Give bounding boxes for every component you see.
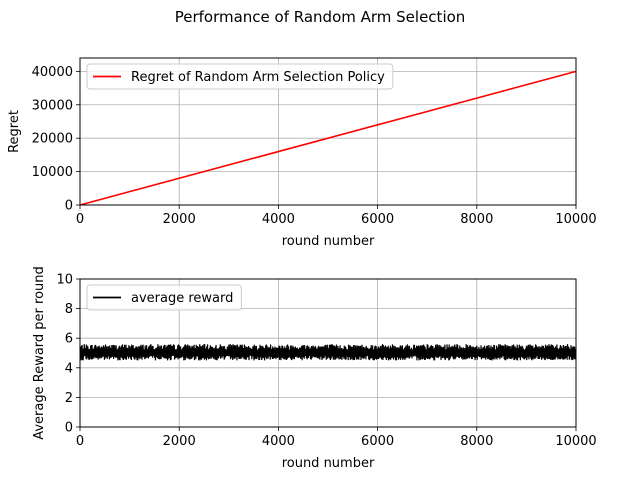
bottom-plot-y-tick-label: 6 — [65, 332, 73, 347]
top-plot-x-axis-label: round number — [282, 234, 375, 249]
bottom-plot-x-tick-label: 2000 — [163, 434, 196, 449]
top-plot-x-ticks: 0 2000 4000 6000 8000 10000 — [76, 205, 597, 227]
top-plot-y-tick-label: 30000 — [32, 98, 73, 113]
top-plot-legend-box — [86, 63, 394, 90]
top-plot-x-tick-label: 8000 — [460, 212, 493, 227]
bottom-plot-x-tick-label: 4000 — [262, 434, 295, 449]
bottom-plot-y-tick-label: 10 — [56, 273, 73, 288]
top-plot-x-tick-label: 2000 — [163, 212, 196, 227]
bottom-plot-frame — [79, 278, 577, 428]
top-plot-x-tick-label: 4000 — [262, 212, 295, 227]
top-plot-y-ticks: 0 10000 20000 30000 40000 — [32, 65, 80, 214]
bottom-plot-y-tick-label: 8 — [65, 302, 73, 317]
bottom-plot-average-reward: 0 2000 4000 6000 8000 10000 0 2 4 6 8 10 round num… — [32, 266, 597, 471]
top-plot-x-tick-label: 0 — [76, 212, 84, 227]
bottom-plot-x-tick-label: 0 — [76, 434, 84, 449]
top-plot-legend-label: Regret of Random Arm Selection Policy — [131, 70, 385, 85]
top-plot-x-tick-label: 6000 — [361, 212, 394, 227]
bottom-plot-legend-label: average reward — [131, 291, 233, 306]
top-plot-regret: 0 2000 4000 6000 8000 10000 0 10000 20000 30000 4… — [7, 57, 597, 249]
top-plot-y-tick-label: 0 — [65, 199, 73, 214]
bottom-plot-x-ticks: 0 2000 4000 6000 8000 10000 — [76, 427, 597, 449]
figure-title: Performance of Random Arm Selection — [175, 8, 466, 26]
bottom-plot-y-ticks: 0 2 4 6 8 10 — [56, 273, 80, 436]
bottom-plot-series — [79, 344, 577, 361]
top-plot-series-line — [79, 70, 577, 206]
bottom-plot-y-tick-label: 4 — [65, 361, 73, 376]
bottom-plot-y-axis-label: Average Reward per round — [32, 266, 47, 440]
bottom-plot-y-tick-label: 2 — [65, 391, 73, 406]
top-plot-y-tick-label: 10000 — [32, 165, 73, 180]
top-plot-series — [79, 70, 577, 206]
bottom-plot-x-tick-label: 10000 — [555, 434, 596, 449]
bottom-plot-x-tick-label: 8000 — [460, 434, 493, 449]
bottom-plot-series-line — [79, 344, 577, 361]
bottom-plot-y-tick-label: 0 — [65, 421, 73, 436]
top-plot-legend: Regret of Random Arm Selection Policy — [86, 63, 394, 90]
bottom-plot-x-tick-label: 6000 — [361, 434, 394, 449]
top-plot-y-axis-label: Regret — [7, 110, 22, 153]
top-plot-x-tick-label: 10000 — [555, 212, 596, 227]
top-plot-frame — [79, 57, 577, 206]
bottom-plot-legend-box — [86, 284, 242, 311]
top-plot-y-tick-label: 40000 — [32, 65, 73, 80]
bottom-plot-legend: average reward — [86, 284, 242, 311]
top-plot-y-tick-label: 20000 — [32, 132, 73, 147]
bottom-plot-x-axis-label: round number — [282, 456, 375, 471]
